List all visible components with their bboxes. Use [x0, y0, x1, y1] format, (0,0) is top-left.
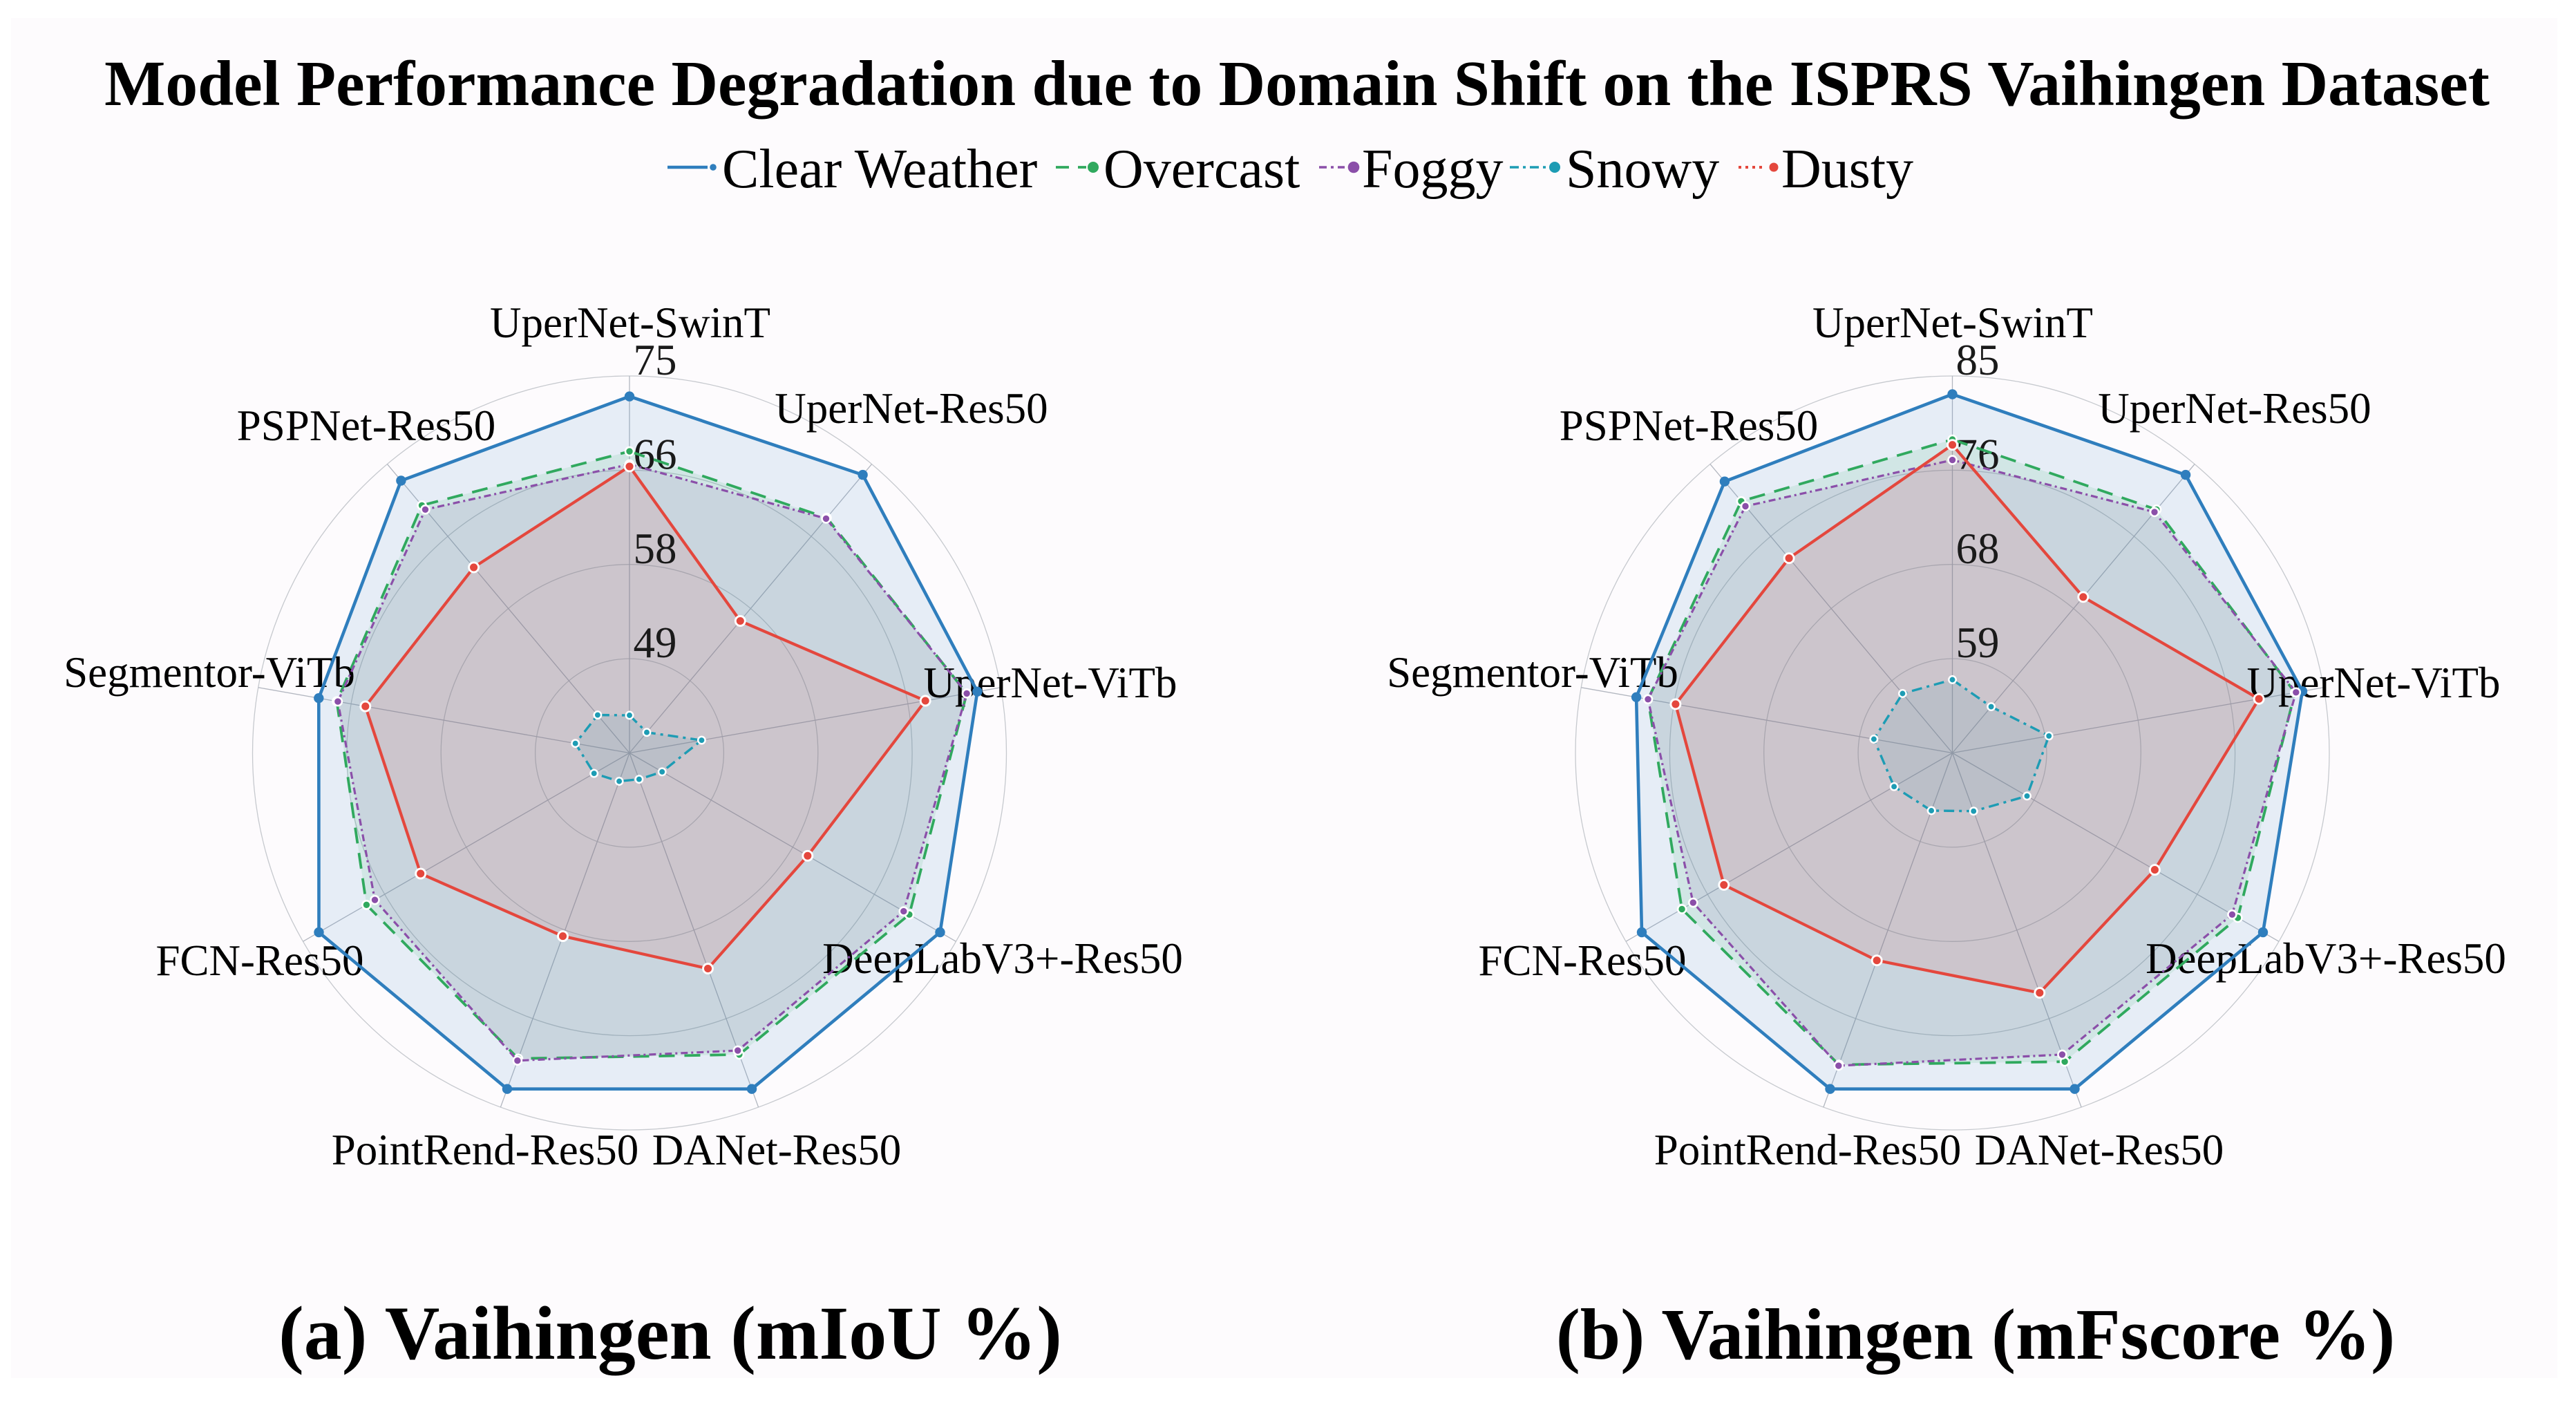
- svg-text:UperNet-Res50: UperNet-Res50: [775, 384, 1048, 433]
- svg-text:76: 76: [1956, 430, 2000, 478]
- svg-text:49: 49: [634, 619, 677, 667]
- svg-text:Clear Weather: Clear Weather: [722, 139, 1037, 200]
- svg-text:Segmentor-ViTb: Segmentor-ViTb: [1387, 648, 1678, 697]
- svg-text:Segmentor-ViTb: Segmentor-ViTb: [64, 648, 355, 697]
- svg-text:58: 58: [634, 525, 677, 573]
- svg-text:(b) Vaihingen (mFscore %): (b) Vaihingen (mFscore %): [1556, 1294, 2395, 1375]
- svg-text:Overcast: Overcast: [1104, 139, 1300, 200]
- svg-text:Dusty: Dusty: [1781, 139, 1913, 200]
- svg-text:UperNet-SwinT: UperNet-SwinT: [490, 299, 770, 347]
- svg-text:UperNet-ViTb: UperNet-ViTb: [923, 659, 1177, 707]
- svg-text:PointRend-Res50: PointRend-Res50: [332, 1126, 639, 1174]
- svg-text:68: 68: [1956, 525, 2000, 573]
- svg-text:FCN-Res50: FCN-Res50: [1478, 936, 1686, 985]
- svg-text:UperNet-SwinT: UperNet-SwinT: [1812, 299, 2093, 347]
- svg-text:DANet-Res50: DANet-Res50: [1975, 1126, 2224, 1174]
- svg-text:UperNet-ViTb: UperNet-ViTb: [2246, 659, 2500, 707]
- svg-text:FCN-Res50: FCN-Res50: [155, 936, 363, 985]
- svg-text:PSPNet-Res50: PSPNet-Res50: [237, 402, 496, 450]
- svg-text:DeepLabV3+-Res50: DeepLabV3+-Res50: [2146, 934, 2506, 983]
- svg-text:75: 75: [634, 336, 677, 384]
- svg-text:(a) Vaihingen (mIoU %): (a) Vaihingen (mIoU %): [278, 1291, 1062, 1375]
- svg-text:59: 59: [1956, 619, 2000, 667]
- svg-text:Foggy: Foggy: [1362, 139, 1504, 200]
- svg-text:DANet-Res50: DANet-Res50: [652, 1126, 901, 1174]
- svg-text:Snowy: Snowy: [1566, 139, 1719, 200]
- svg-text:PSPNet-Res50: PSPNet-Res50: [1560, 402, 1819, 450]
- svg-text:UperNet-Res50: UperNet-Res50: [2098, 384, 2371, 433]
- svg-text:PointRend-Res50: PointRend-Res50: [1654, 1126, 1962, 1174]
- svg-text:Model Performance Degradation: Model Performance Degradation due to Dom…: [104, 48, 2490, 120]
- svg-text:85: 85: [1956, 336, 2000, 384]
- svg-text:DeepLabV3+-Res50: DeepLabV3+-Res50: [822, 934, 1183, 983]
